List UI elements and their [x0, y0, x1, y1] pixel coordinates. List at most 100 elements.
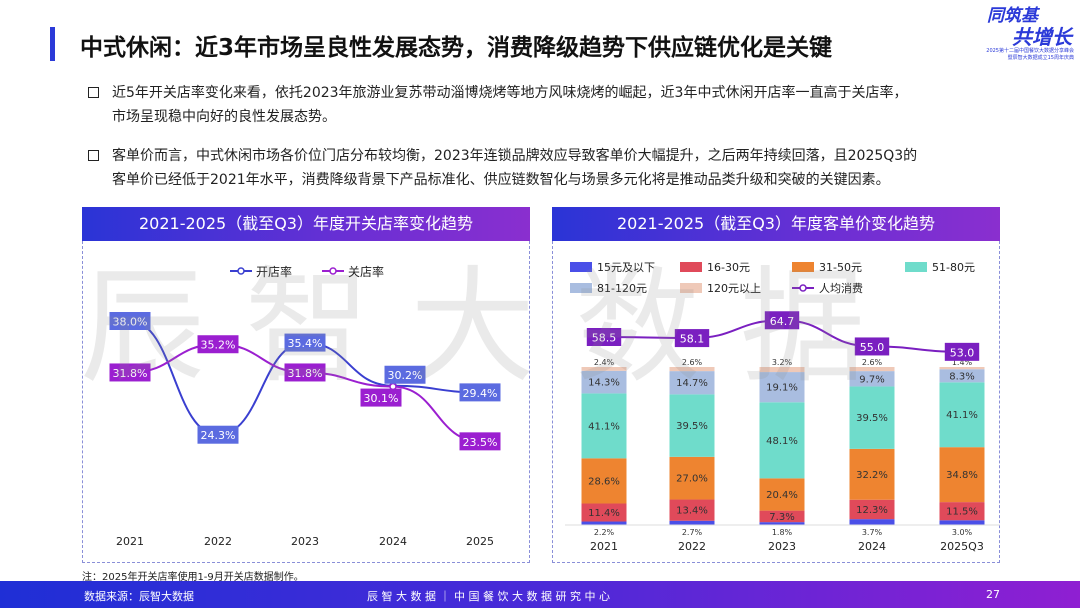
- panel-title: 2021-2025（截至Q3）年度开关店率变化趋势: [82, 207, 530, 241]
- data-label-bg: [384, 365, 426, 384]
- x-tick-label: 2023: [291, 535, 319, 548]
- bar-data-label: 9.7%: [859, 374, 884, 385]
- legend-label: 开店率: [256, 264, 292, 279]
- data-label-bg: [109, 312, 151, 330]
- data-label-bg: [109, 363, 151, 382]
- legend-swatch-icon: [570, 262, 592, 272]
- x-tick-label: 2025: [466, 535, 494, 548]
- legend-label: 人均消费: [819, 281, 863, 295]
- x-tick-label: 2022: [204, 535, 232, 548]
- bar-data-label: 34.8%: [946, 470, 978, 481]
- logo-line3: 2025第十二届中国餐饮大数据分享峰会: [986, 48, 1074, 54]
- bar-data-label: 8.3%: [949, 371, 974, 382]
- legend-label: 120元以上: [707, 282, 761, 295]
- data-source: 数据来源：辰智大数据: [84, 590, 194, 603]
- footnote: 注：2025年开关店率使用1-9月开关店数据制作。: [82, 572, 304, 583]
- bullet-text: 市场呈现稳中向好的良性发展态势。: [112, 109, 336, 125]
- legend-swatch-icon: [905, 262, 927, 272]
- event-logo: 同筑基 共增长 2025第十二届中国餐饮大数据分享峰会 暨辰智大数据成立15周年…: [948, 6, 1078, 76]
- bar-data-label: 13.4%: [676, 506, 708, 517]
- square-bullet-icon: [88, 87, 99, 98]
- bar-data-label: 2.6%: [682, 358, 703, 367]
- bar-segment: [759, 510, 805, 523]
- bar-data-label: 41.1%: [946, 410, 978, 421]
- bar-data-label: 14.3%: [588, 378, 620, 389]
- x-tick-label: 2024: [379, 535, 407, 548]
- bar-segment: [669, 499, 715, 521]
- avg-spend-label-bg: [674, 329, 710, 348]
- series-line-1: [129, 343, 481, 443]
- legend-marker-icon: [799, 284, 807, 292]
- data-label-bg: [459, 432, 501, 451]
- legend-swatch-icon: [792, 262, 814, 272]
- bar-segment: [759, 478, 805, 511]
- x-tick-label: 2024: [858, 540, 886, 553]
- bar-data-label: 1.4%: [952, 358, 973, 367]
- logo-line4: 暨辰智大数据成立15周年庆典: [1007, 55, 1074, 61]
- data-label-bg: [459, 383, 501, 402]
- bar-segment: [939, 367, 985, 370]
- avg-spend-label-bg: [854, 337, 890, 356]
- logo-line1: 同筑基: [987, 6, 1038, 26]
- avg-spend-label: 58.1: [680, 333, 705, 346]
- avg-spend-label-bg: [764, 311, 800, 330]
- data-label: 38.0%: [113, 316, 148, 329]
- page-title: 中式休闲：近3年市场呈良性发展态势，消费降级趋势下供应链优化是关键: [80, 35, 833, 61]
- legend-swatch-icon: [570, 283, 592, 293]
- bar-data-label: 11.5%: [946, 507, 978, 518]
- legend-swatch-icon: [680, 262, 702, 272]
- x-tick-label: 2021: [590, 540, 618, 553]
- bar-segment: [759, 372, 805, 403]
- legend-marker-icon: [237, 267, 245, 275]
- bar-data-label: 11.4%: [588, 508, 620, 519]
- bullet-text: 近5年开关店率变化来看，依托2023年旅游业复苏带动淄博烧烤等地方风味烧烤的崛起…: [112, 85, 908, 101]
- data-label-bg: [197, 425, 239, 444]
- square-bullet-icon: [88, 150, 99, 161]
- x-tick-label: 2022: [678, 540, 706, 553]
- panel-title: 2021-2025（截至Q3）年度客单价变化趋势: [552, 207, 1000, 241]
- bar-segment: [669, 371, 715, 395]
- x-tick-label: 2021: [116, 535, 144, 548]
- bar-data-label: 3.2%: [772, 358, 793, 367]
- avg-spend-label: 64.7: [770, 315, 795, 328]
- bullet-text: 客单价而言，中式休闲市场各价位门店分布较均衡，2023年连锁品牌效应导致客单价大…: [112, 148, 918, 164]
- legend-label: 15元及以下: [597, 261, 655, 274]
- bar-segment: [581, 521, 627, 525]
- bar-data-label: 28.6%: [588, 476, 620, 487]
- bar-segment: [759, 402, 805, 479]
- legend-label: 16-30元: [707, 261, 750, 274]
- data-label: 29.4%: [463, 387, 498, 400]
- footer-center-text: 辰 智 大 数 据 ｜ 中 国 餐 饮 大 数 据 研 究 中 心: [367, 590, 610, 603]
- bar-data-label: 39.5%: [676, 421, 708, 432]
- data-label: 35.4%: [288, 337, 323, 350]
- bar-data-label: 3.7%: [862, 528, 883, 537]
- data-label-bg: [284, 333, 326, 352]
- bar-segment: [849, 499, 895, 520]
- page-number: 27: [986, 588, 1000, 601]
- bar-segment: [939, 502, 985, 521]
- data-label-bg: [197, 335, 239, 354]
- bar-segment: [939, 520, 985, 525]
- data-label: 35.2%: [201, 339, 236, 352]
- data-label: 23.5%: [463, 436, 498, 449]
- footer-bar: 数据来源：辰智大数据 辰 智 大 数 据 ｜ 中 国 餐 饮 大 数 据 研 究…: [0, 581, 1080, 608]
- bar-data-label: 2.4%: [594, 358, 615, 367]
- data-label: 31.8%: [288, 367, 323, 380]
- bar-segment: [581, 370, 627, 394]
- data-label-bg: [284, 363, 326, 382]
- bar-segment: [669, 520, 715, 525]
- bar-data-label: 2.2%: [594, 528, 615, 537]
- bar-data-label: 1.8%: [772, 528, 793, 537]
- bar-segment: [669, 394, 715, 457]
- avg-spend-label: 58.5: [592, 332, 617, 345]
- data-label: 31.8%: [113, 367, 148, 380]
- avg-spend-label-bg: [944, 342, 980, 361]
- panel-frame: [82, 241, 530, 563]
- bar-segment: [581, 503, 627, 522]
- bar-segment: [849, 371, 895, 387]
- bullet-point: 客单价而言，中式休闲市场各价位门店分布较均衡，2023年连锁品牌效应导致客单价大…: [88, 144, 1028, 192]
- data-label: 30.1%: [364, 392, 399, 405]
- price-panel: 2021-2025（截至Q3）年度客单价变化趋势: [552, 207, 1000, 563]
- bar-data-label: 2.6%: [862, 358, 883, 367]
